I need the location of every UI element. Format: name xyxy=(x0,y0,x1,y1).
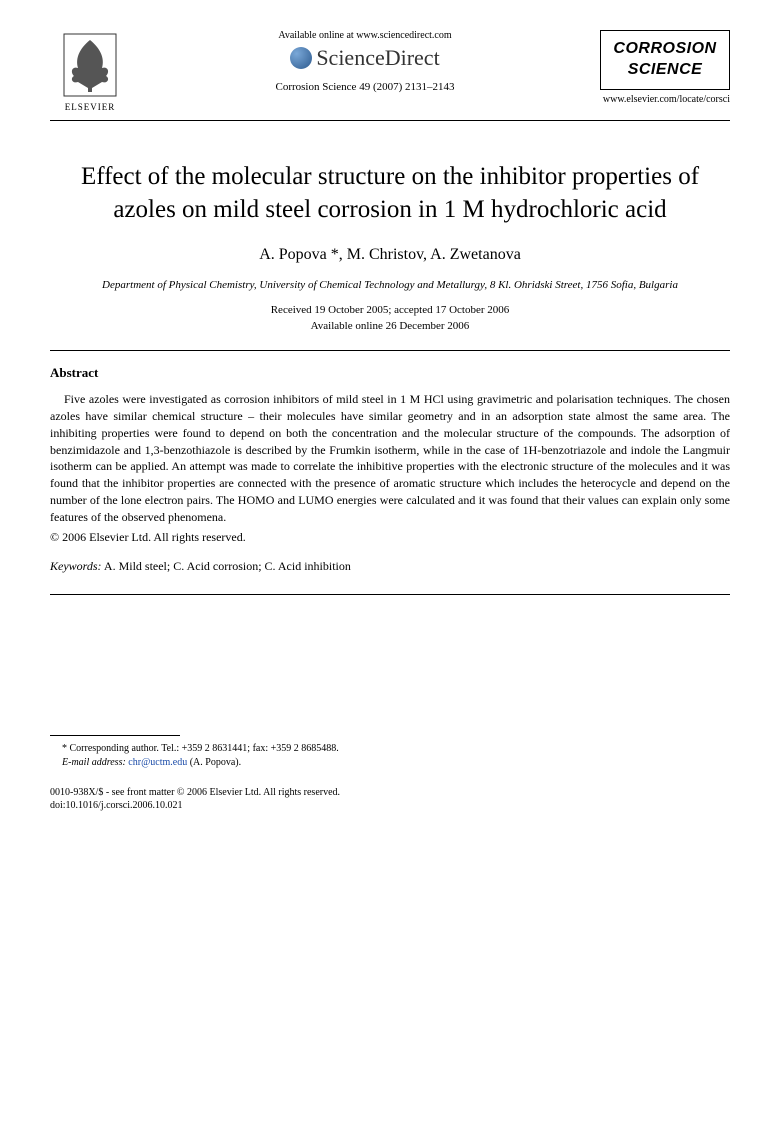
email-footnote: E-mail address: chr@uctm.edu (A. Popova)… xyxy=(50,756,730,770)
journal-title-box: CORROSION SCIENCE xyxy=(600,30,730,90)
journal-box-container: CORROSION SCIENCE www.elsevier.com/locat… xyxy=(600,30,730,105)
abstract-body: Five azoles were investigated as corrosi… xyxy=(50,391,730,525)
abstract-heading: Abstract xyxy=(50,365,730,381)
received-date: Received 19 October 2005; accepted 17 Oc… xyxy=(50,304,730,316)
journal-url: www.elsevier.com/locate/corsci xyxy=(600,94,730,105)
header-row: ELSEVIER Available online at www.science… xyxy=(50,30,730,112)
footnote-rule xyxy=(50,735,180,736)
elsevier-tree-icon xyxy=(60,30,120,100)
doi-line: doi:10.1016/j.corsci.2006.10.021 xyxy=(50,799,730,812)
header-rule xyxy=(50,120,730,121)
keywords-label: Keywords: xyxy=(50,559,102,573)
available-online-text: Available online at www.sciencedirect.co… xyxy=(140,30,590,41)
email-address[interactable]: chr@uctm.edu xyxy=(128,757,187,768)
email-author: (A. Popova). xyxy=(187,757,241,768)
header-center: Available online at www.sciencedirect.co… xyxy=(130,30,600,93)
footer: 0010-938X/$ - see front matter © 2006 El… xyxy=(50,786,730,812)
journal-reference: Corrosion Science 49 (2007) 2131–2143 xyxy=(140,81,590,93)
corresponding-author-footnote: * Corresponding author. Tel.: +359 2 863… xyxy=(50,742,730,756)
sciencedirect-logo: ScienceDirect xyxy=(140,45,590,71)
sciencedirect-text: ScienceDirect xyxy=(316,45,439,71)
pre-abstract-rule xyxy=(50,350,730,351)
journal-title-line1: CORROSION xyxy=(607,39,723,60)
abstract-copyright: © 2006 Elsevier Ltd. All rights reserved… xyxy=(50,530,730,545)
article-title: Effect of the molecular structure on the… xyxy=(70,161,710,226)
affiliation: Department of Physical Chemistry, Univer… xyxy=(80,278,700,292)
authors-line: A. Popova *, M. Christov, A. Zwetanova xyxy=(50,246,730,264)
available-date: Available online 26 December 2006 xyxy=(50,320,730,332)
publisher-block: ELSEVIER xyxy=(50,30,130,112)
publisher-name: ELSEVIER xyxy=(65,102,116,112)
issn-line: 0010-938X/$ - see front matter © 2006 El… xyxy=(50,786,730,799)
keywords-line: Keywords: A. Mild steel; C. Acid corrosi… xyxy=(50,559,730,574)
journal-title-line2: SCIENCE xyxy=(607,60,723,81)
sciencedirect-ball-icon xyxy=(290,47,312,69)
post-keywords-rule xyxy=(50,594,730,595)
email-label: E-mail address: xyxy=(62,757,126,768)
keywords-text: A. Mild steel; C. Acid corrosion; C. Aci… xyxy=(102,559,351,573)
